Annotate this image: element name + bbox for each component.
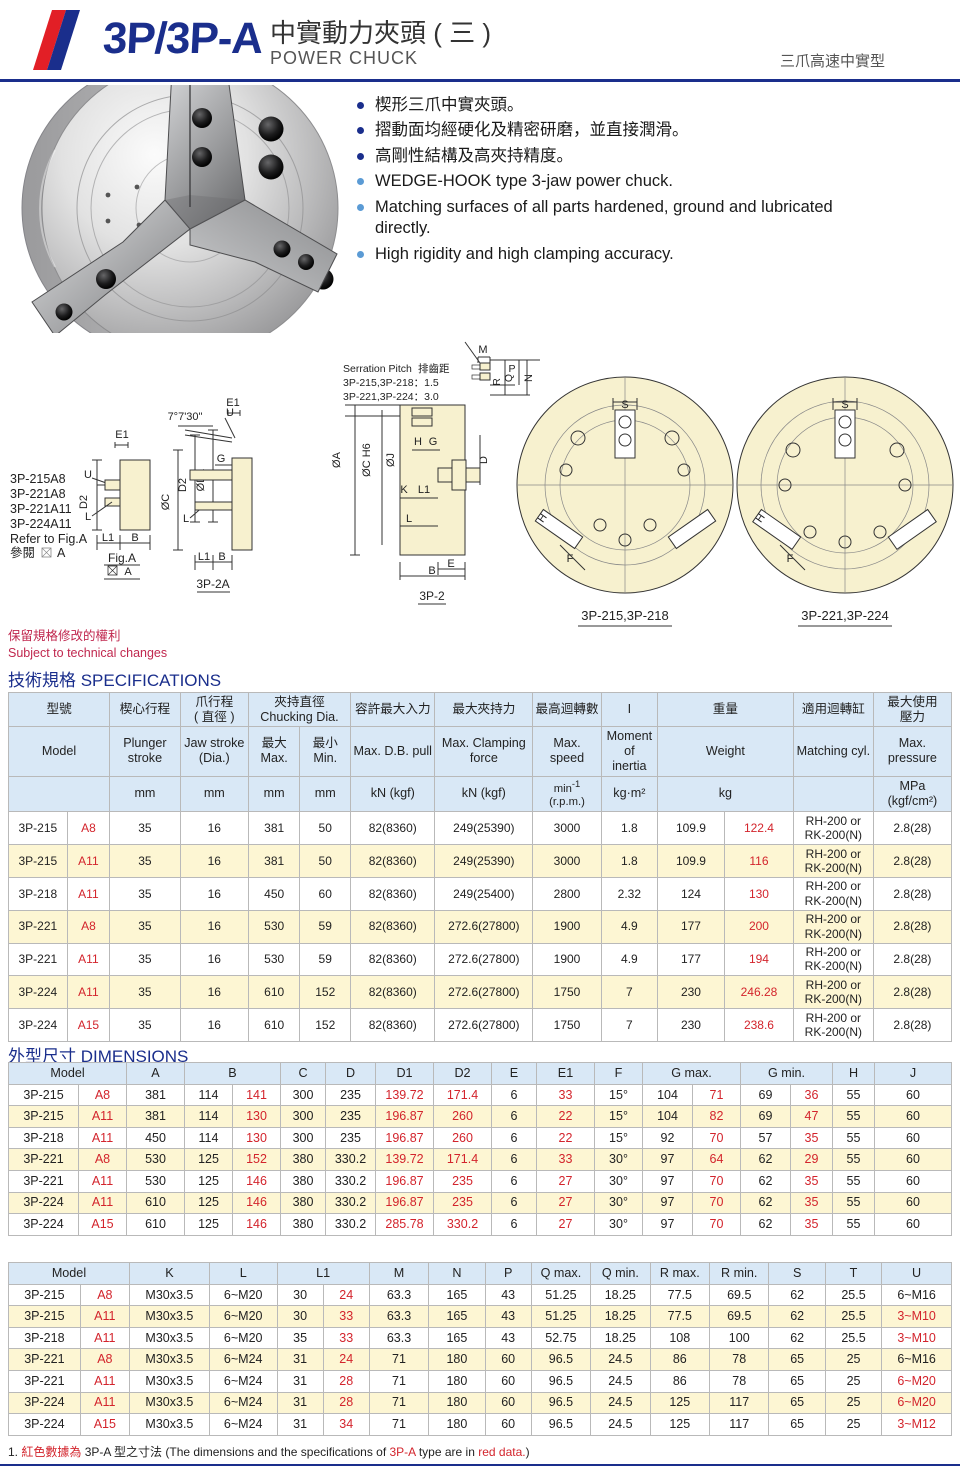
svg-text:G: G: [217, 453, 226, 465]
svg-text:H: H: [414, 436, 422, 448]
svg-text:E: E: [447, 558, 454, 570]
svg-text:A: A: [57, 546, 66, 560]
svg-text:ØC H6: ØC H6: [361, 443, 373, 477]
svg-text:Refer to Fig.A: Refer to Fig.A: [10, 532, 88, 546]
svg-text:L: L: [406, 513, 412, 525]
svg-text:L1: L1: [198, 551, 210, 563]
svg-text:3P-215,3P-218：1.5: 3P-215,3P-218：1.5: [343, 377, 439, 389]
svg-text:3P-215,3P-218: 3P-215,3P-218: [581, 608, 668, 623]
svg-text:3P-215A8: 3P-215A8: [10, 472, 66, 486]
svg-text:Fig.A: Fig.A: [108, 551, 136, 565]
svg-text:ØJ: ØJ: [385, 453, 397, 467]
svg-text:N: N: [523, 374, 535, 382]
svg-text:E1: E1: [115, 429, 128, 441]
svg-text:S: S: [841, 399, 848, 411]
svg-text:7°7'30": 7°7'30": [168, 411, 203, 423]
svg-text:3P-224A11: 3P-224A11: [10, 517, 72, 531]
svg-text:D2: D2: [78, 495, 90, 509]
svg-text:ØC: ØC: [160, 494, 172, 511]
svg-text:排齒距: 排齒距: [418, 362, 450, 375]
svg-text:L1: L1: [102, 532, 114, 544]
svg-text:3P-221,3P-224：3.0: 3P-221,3P-224：3.0: [343, 391, 439, 403]
svg-text:A: A: [124, 566, 132, 578]
svg-text:D2: D2: [177, 478, 189, 492]
svg-text:G: G: [429, 436, 438, 448]
svg-text:S: S: [621, 399, 628, 411]
svg-text:P: P: [508, 363, 515, 375]
svg-text:L: L: [85, 511, 91, 523]
svg-text:E1: E1: [226, 397, 239, 409]
svg-text:3P-2: 3P-2: [419, 589, 445, 603]
svg-text:K: K: [400, 484, 408, 496]
svg-text:Serration Pitch: Serration Pitch: [343, 363, 412, 375]
svg-text:L1: L1: [418, 484, 430, 496]
svg-text:B: B: [131, 532, 138, 544]
svg-text:R: R: [491, 378, 503, 386]
svg-text:M: M: [478, 344, 487, 356]
svg-text:3P-2A: 3P-2A: [196, 577, 229, 591]
svg-text:3P-221A11: 3P-221A11: [10, 502, 72, 516]
svg-text:3P-221A8: 3P-221A8: [10, 487, 66, 501]
svg-text:L: L: [183, 513, 189, 525]
svg-text:參閱: 參閱: [10, 545, 35, 560]
svg-text:ØA: ØA: [331, 451, 343, 468]
svg-text:3P-221,3P-224: 3P-221,3P-224: [801, 608, 888, 623]
svg-text:B: B: [218, 551, 225, 563]
svg-text:B: B: [428, 565, 435, 577]
svg-text:U: U: [84, 469, 92, 481]
